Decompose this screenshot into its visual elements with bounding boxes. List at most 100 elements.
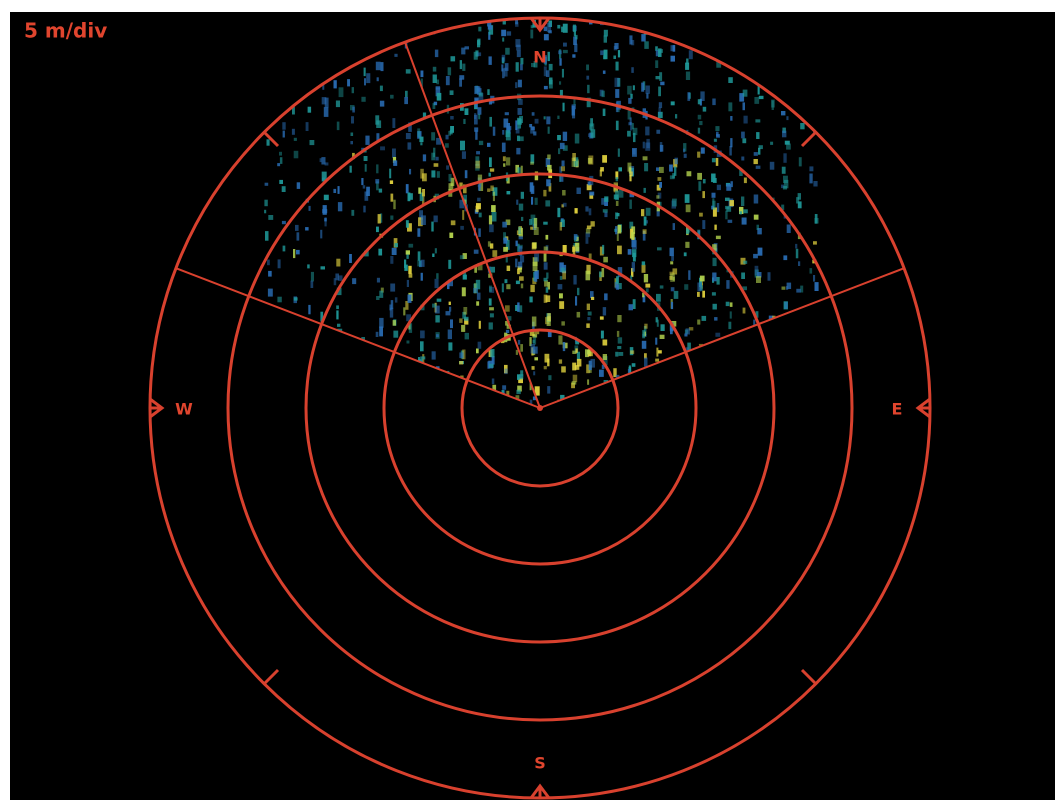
echo-speckle (530, 29, 534, 39)
echo-speckle (571, 157, 575, 167)
echo-speckle (627, 368, 630, 373)
echo-speckle (603, 256, 608, 263)
echo-speckle (477, 107, 482, 115)
echo-speckle (756, 132, 760, 139)
echo-speckle (517, 119, 521, 129)
echo-speckle (699, 277, 702, 287)
echo-speckle (420, 272, 423, 281)
echo-speckle (515, 82, 518, 89)
echo-speckle (419, 260, 422, 268)
echo-speckle (324, 162, 329, 166)
echo-speckle (534, 272, 538, 282)
echo-speckle (658, 350, 662, 354)
echo-speckle (505, 321, 510, 326)
echo-speckle (672, 198, 677, 207)
echo-speckle (392, 148, 396, 158)
echo-speckle (562, 49, 568, 54)
echo-speckle (488, 298, 492, 306)
echo-speckle (643, 326, 647, 336)
echo-speckle (743, 115, 748, 124)
echo-speckle (506, 191, 511, 195)
echo-speckle (741, 272, 745, 279)
echo-speckle (644, 323, 648, 329)
echo-speckle (380, 146, 385, 151)
echo-speckle (462, 311, 466, 319)
echo-speckle (475, 164, 480, 171)
echo-speckle (577, 287, 580, 296)
echo-speckle (393, 238, 398, 248)
echo-speckle (533, 227, 539, 235)
echo-speckle (336, 258, 341, 267)
echo-speckle (575, 339, 580, 345)
echo-speckle (543, 252, 547, 262)
echo-speckle (530, 226, 534, 230)
echo-speckle (530, 25, 534, 29)
echo-speckle (671, 255, 674, 261)
echo-speckle (585, 228, 591, 234)
echo-speckle (534, 173, 539, 181)
echo-speckle (796, 288, 801, 293)
echo-speckle (641, 34, 646, 42)
echo-speckle (393, 330, 399, 338)
echo-speckle (389, 304, 392, 311)
echo-speckle (562, 342, 566, 352)
echo-speckle (549, 77, 553, 85)
echo-speckle (487, 241, 491, 247)
echo-speckle (783, 153, 787, 163)
echo-speckle (408, 122, 412, 132)
echo-speckle (588, 208, 592, 216)
echo-speckle (477, 262, 483, 271)
echo-speckle (489, 307, 494, 311)
echo-speckle (505, 219, 511, 226)
echo-speckle (477, 86, 481, 92)
echo-speckle (716, 203, 720, 213)
echo-speckle (448, 130, 451, 136)
echo-speckle (391, 247, 397, 255)
echo-speckle (534, 357, 538, 361)
echo-speckle (628, 122, 632, 126)
echo-speckle (376, 77, 379, 82)
echo-speckle (450, 126, 454, 133)
echo-speckle (546, 272, 549, 279)
echo-speckle (450, 220, 456, 226)
echo-speckle (562, 145, 568, 151)
echo-speckle (742, 89, 748, 97)
echo-speckle (379, 213, 383, 223)
echo-speckle (560, 219, 565, 227)
echo-speckle (715, 157, 719, 166)
echo-speckle (615, 177, 619, 182)
echo-speckle (599, 271, 602, 278)
echo-speckle (616, 330, 620, 337)
echo-speckle (545, 234, 549, 240)
echo-speckle (767, 272, 771, 281)
range-ring (382, 250, 698, 566)
echo-speckle (712, 178, 717, 183)
echo-speckle (730, 138, 733, 148)
echo-speckle (392, 118, 396, 128)
echo-speckle (643, 274, 649, 283)
echo-speckle (434, 49, 439, 58)
echo-speckle (630, 93, 633, 99)
echo-speckle (501, 29, 507, 37)
echo-speckle (320, 229, 323, 239)
echo-speckle (336, 121, 340, 131)
echo-speckle (557, 207, 561, 218)
echo-speckle (602, 339, 608, 346)
echo-speckle (478, 92, 483, 97)
echo-speckle (702, 290, 705, 298)
echo-speckle (487, 89, 490, 95)
echo-speckle (459, 60, 462, 70)
echo-speckle (658, 201, 662, 208)
tick-mark (800, 668, 818, 686)
echo-speckle (268, 270, 272, 277)
echo-speckle (477, 197, 481, 202)
echo-speckle (813, 275, 816, 282)
echo-speckle (797, 201, 802, 209)
echo-speckle (543, 85, 548, 90)
echo-speckle (404, 97, 408, 105)
echo-speckle (672, 223, 675, 230)
echo-speckle (543, 294, 548, 303)
echo-speckle (532, 346, 538, 354)
echo-speckle (405, 69, 411, 74)
echo-speckle (674, 166, 677, 176)
